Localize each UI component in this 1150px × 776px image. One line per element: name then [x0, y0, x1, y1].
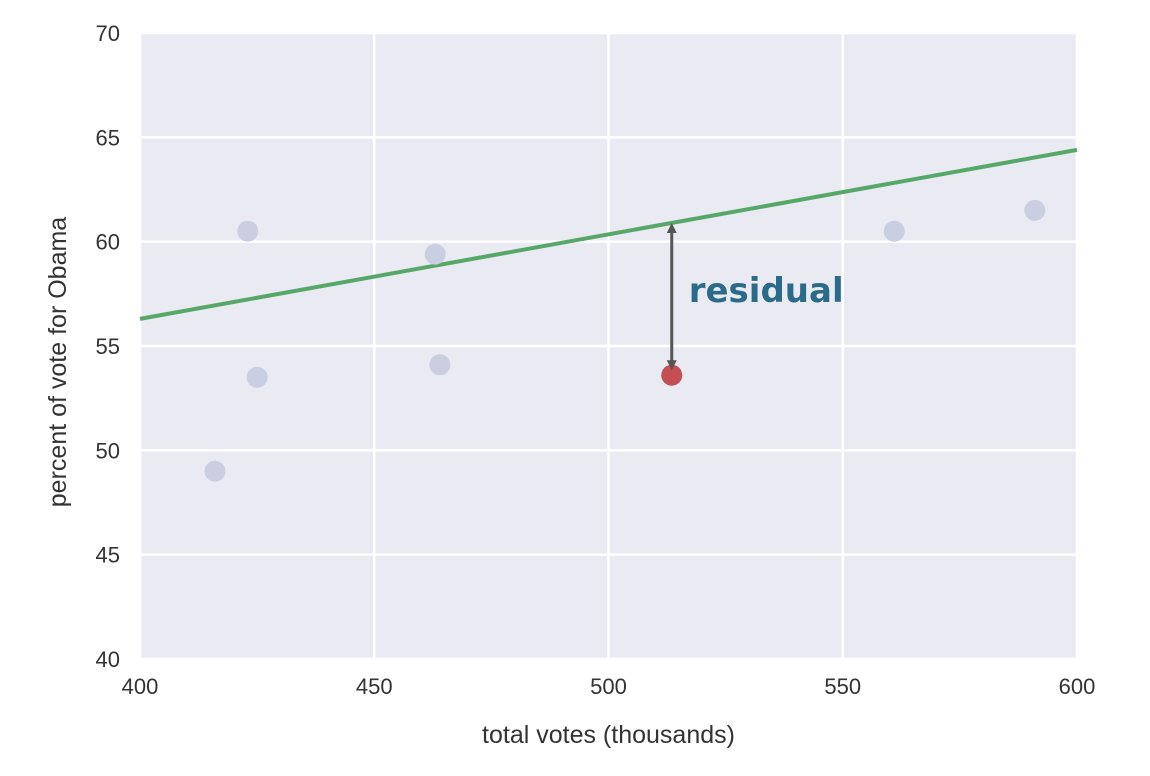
- x-tick-label: 600: [1059, 674, 1096, 699]
- data-points: [204, 199, 1046, 482]
- x-tick-label: 450: [356, 674, 393, 699]
- x-tick-label: 550: [824, 674, 861, 699]
- y-tick-label: 60: [96, 230, 120, 255]
- y-tick-label: 65: [96, 125, 120, 150]
- y-tick-label: 55: [96, 334, 120, 359]
- data-point: [883, 220, 905, 242]
- regression-line: [139, 147, 1078, 321]
- highlighted-data-point: [661, 364, 683, 386]
- data-point: [1024, 199, 1046, 221]
- fit-line-group: [139, 147, 1078, 321]
- residual-annotation: residual: [666, 222, 844, 371]
- y-axis-ticks: 40 45 50 55 60 65 70: [96, 21, 120, 672]
- grid: [138, 31, 1079, 661]
- data-point: [237, 220, 259, 242]
- y-tick-label: 70: [96, 21, 120, 46]
- residual-label: residual: [689, 271, 844, 311]
- y-tick-label: 45: [96, 543, 120, 568]
- y-tick-label: 50: [96, 438, 120, 463]
- x-axis-title: total votes (thousands): [482, 721, 735, 749]
- y-tick-label: 40: [96, 647, 120, 672]
- x-tick-label: 400: [122, 674, 159, 699]
- x-axis-ticks: 400 450 500 550 600: [122, 674, 1096, 699]
- data-point: [246, 366, 268, 388]
- data-point: [424, 243, 446, 265]
- data-point: [204, 460, 226, 482]
- data-point: [429, 354, 451, 376]
- y-axis-title: percent of vote for Obama: [44, 217, 72, 508]
- x-tick-label: 500: [590, 674, 627, 699]
